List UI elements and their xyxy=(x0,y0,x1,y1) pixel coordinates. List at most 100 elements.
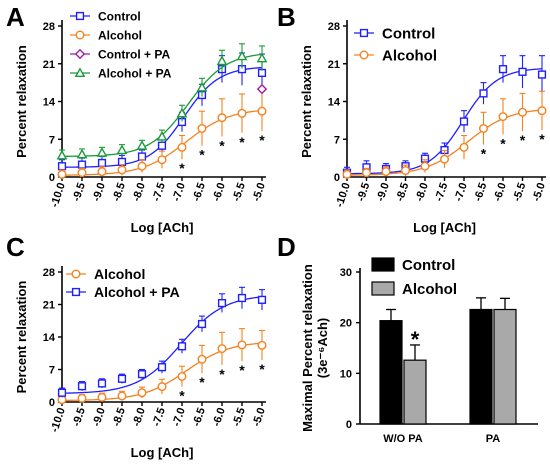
panel-a-legend-label-control: Control xyxy=(98,9,141,23)
panel-b-significance-star: * xyxy=(500,135,506,151)
panel-c-legend-label-alcohol-pa: Alcohol + PA xyxy=(94,284,180,300)
panel-c-point-alcohol-pa xyxy=(177,342,187,351)
panel-b-x-tick-label: -7.0 xyxy=(453,181,470,203)
panel-a-point-alcohol-pa xyxy=(236,50,248,61)
panel-letter-d: D xyxy=(277,232,296,262)
panel-b-point-alcohol xyxy=(342,169,352,179)
panel-a-point-alcohol xyxy=(77,168,87,178)
panel-a-legend-marker-alcohol-pa xyxy=(74,67,86,78)
panel-c-x-tick-label: -9.0 xyxy=(91,406,108,428)
panel-b-point-alcohol xyxy=(459,142,469,152)
panel-c-significance-star: * xyxy=(259,361,265,377)
panel-b-y-tick-label: 14 xyxy=(328,97,341,109)
panel-c-point-alcohol-pa xyxy=(157,363,167,372)
panel-b-x-axis-title: Log [ACh] xyxy=(413,220,476,235)
panel-b-x-tick-label: -5.0 xyxy=(531,181,548,203)
panel-a-legend-marker-alcohol xyxy=(75,30,85,40)
panel-c-significance-star: * xyxy=(239,362,245,378)
panel-b-point-control xyxy=(537,70,547,79)
panel-c-x-tick-label: -10.0 xyxy=(49,406,68,434)
panel-a-point-alcohol-pa xyxy=(156,130,168,141)
panel-a-x-tick-label: -6.5 xyxy=(191,181,208,203)
panel-a-legend-label-alcohol: Alcohol xyxy=(98,28,142,42)
panel-b-point-alcohol xyxy=(498,112,508,122)
panel-c-legend-marker-alcohol-pa xyxy=(71,287,81,297)
panel-a-point-control xyxy=(137,152,147,161)
panel-d-y-axis-title-line2: (3e⁻⁶Ach) xyxy=(315,318,330,379)
panel-d-legend-swatch-alcohol xyxy=(371,281,395,296)
panel-c-point-alcohol xyxy=(197,354,207,364)
panel-a-x-tick-label: -9.5 xyxy=(71,181,88,203)
panel-a-legend-label-control-pa: Control + PA xyxy=(98,47,170,61)
panel-c-significance-star: * xyxy=(199,374,205,390)
panel-a-point-control xyxy=(157,141,167,150)
panel-a-x-tick-label: -9.0 xyxy=(91,181,108,203)
panel-a-point-alcohol xyxy=(57,169,67,179)
panel-b-point-alcohol xyxy=(381,167,391,177)
panel-c-x-tick-label: -8.5 xyxy=(111,406,128,428)
panel-b-legend-label-control: Control xyxy=(382,25,435,42)
panel-a-point-control xyxy=(97,158,107,168)
panel-a-point-control xyxy=(57,162,67,171)
panel-d-significance-star: * xyxy=(411,327,420,352)
panel-b-y-tick-label: 0 xyxy=(334,172,340,184)
panel-a-point-alcohol xyxy=(257,106,267,116)
panel-b-point-alcohol xyxy=(401,166,411,176)
panel-a-point-control-pa xyxy=(256,83,268,95)
panel-b-point-alcohol xyxy=(362,168,372,178)
panel-b-point-control xyxy=(459,117,469,126)
panel-d-category-label: W/O PA xyxy=(383,433,423,445)
panel-c-point-alcohol xyxy=(117,391,127,401)
panel-c-point-alcohol xyxy=(257,340,267,350)
panel-a-x-tick-label: -7.5 xyxy=(151,181,168,203)
panel-c-x-tick-label: -9.5 xyxy=(71,406,88,428)
panel-a-point-alcohol xyxy=(197,123,207,133)
panel-c-point-alcohol-pa xyxy=(197,319,207,329)
panel-d-bar-alcohol-pa xyxy=(493,308,517,425)
panel-a-y-tick-label: 0 xyxy=(49,172,55,184)
panel-c-significance-star: * xyxy=(179,388,185,404)
panel-c-point-alcohol-pa xyxy=(117,374,127,383)
panel-c-point-alcohol xyxy=(217,344,227,354)
panel-c-x-tick-label: -7.5 xyxy=(151,406,168,428)
panel-a-y-tick-label: 28 xyxy=(43,21,55,33)
panel-c-y-tick-label: 7 xyxy=(49,365,55,377)
panel-c-x-tick-label: -7.0 xyxy=(171,406,188,428)
panel-b-point-alcohol xyxy=(420,161,430,171)
panel-d-y-axis-title: Maximal Percent relaxation xyxy=(300,264,315,432)
panel-a-point-alcohol xyxy=(237,108,247,118)
panel-d-chart: 0 10 20 30 Maximal Percent relaxation (3e⁻⁶Ac… xyxy=(300,257,538,445)
panel-a-point-alcohol-pa xyxy=(176,107,188,118)
panel-a-y-axis-title: Percent relaxation xyxy=(14,45,29,158)
panel-a-x-tick-label: -8.0 xyxy=(131,181,148,203)
panel-d-legend-swatch-control xyxy=(371,257,395,272)
panel-a-legend-label-alcohol-pa: Alcohol + PA xyxy=(98,66,172,80)
panel-d-y-tick-label: 0 xyxy=(346,419,352,431)
panel-c-x-tick-label: -5.0 xyxy=(251,406,268,428)
panel-c-y-axis-title: Percent relaxation xyxy=(14,281,29,394)
panel-a-significance-star: * xyxy=(179,160,185,176)
panel-a-legend-marker-control-pa xyxy=(74,48,86,60)
panel-c-significance-star: * xyxy=(219,366,225,382)
panel-b-legend-marker-alcohol xyxy=(359,50,369,60)
panel-a-point-alcohol-pa xyxy=(136,140,148,150)
panel-c-x-tick-label: -8.0 xyxy=(131,406,148,428)
panel-a-significance-star: * xyxy=(219,138,225,154)
panel-b-point-control xyxy=(479,89,488,98)
panel-b-y-tick-label: 28 xyxy=(328,21,340,33)
panel-a-significance-star: * xyxy=(239,134,245,150)
panel-a-x-tick-label: -5.0 xyxy=(251,181,268,203)
panel-c-x-tick-label: -6.0 xyxy=(211,406,228,428)
panel-letter-a: A xyxy=(6,2,25,32)
panel-b-significance-star: * xyxy=(520,132,526,148)
panel-d-bar-control-pa xyxy=(469,308,493,425)
panel-c-point-alcohol xyxy=(137,388,147,398)
panel-c-point-alcohol-pa xyxy=(57,388,67,397)
panel-c-legend-label-alcohol: Alcohol xyxy=(94,266,145,282)
panel-d-category-label: PA xyxy=(486,433,501,445)
panel-c-y-tick-label: 21 xyxy=(43,300,55,312)
panel-letter-c: C xyxy=(6,232,25,262)
panel-a-point-alcohol-pa xyxy=(116,144,128,155)
